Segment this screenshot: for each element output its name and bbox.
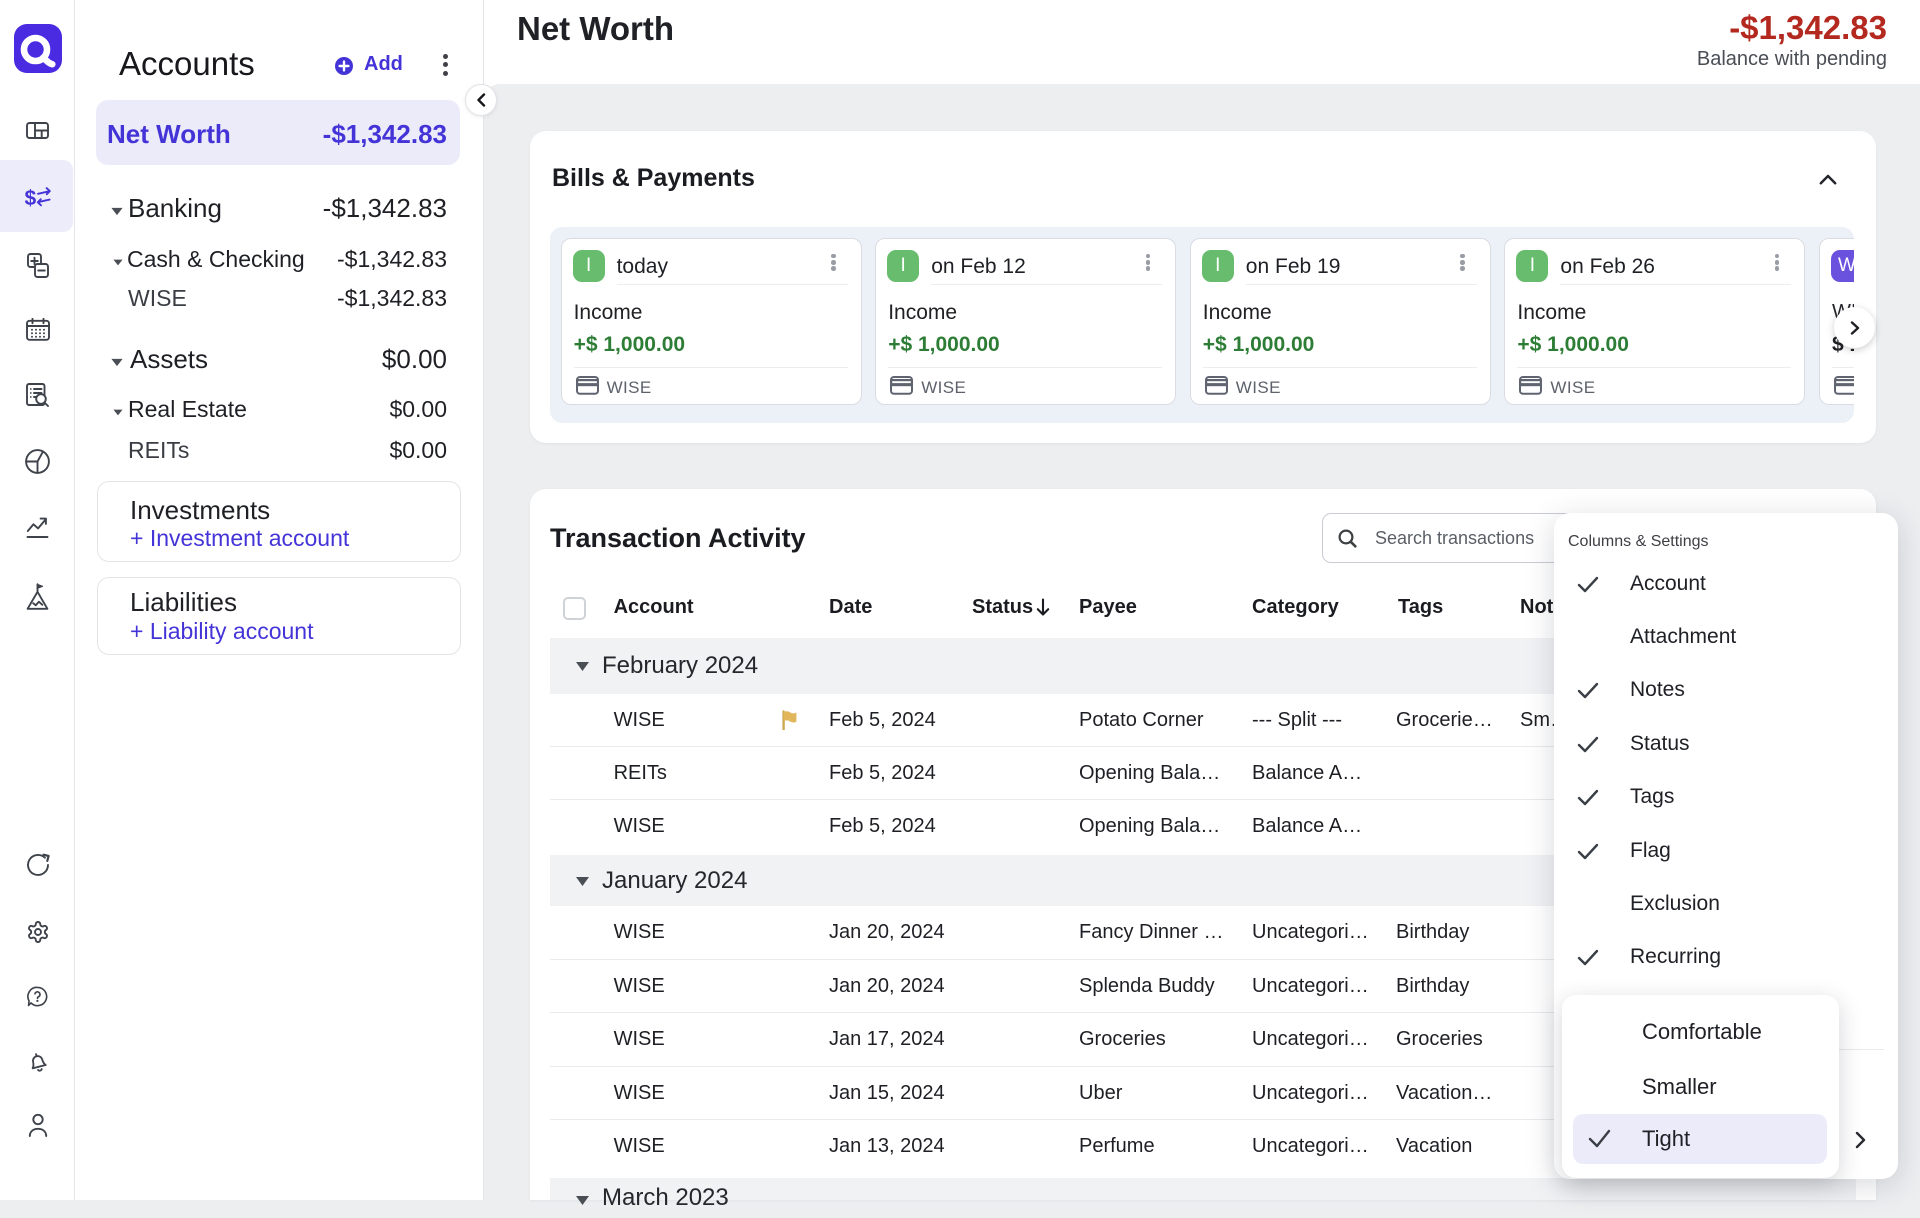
svg-text:$: $ bbox=[25, 187, 37, 210]
